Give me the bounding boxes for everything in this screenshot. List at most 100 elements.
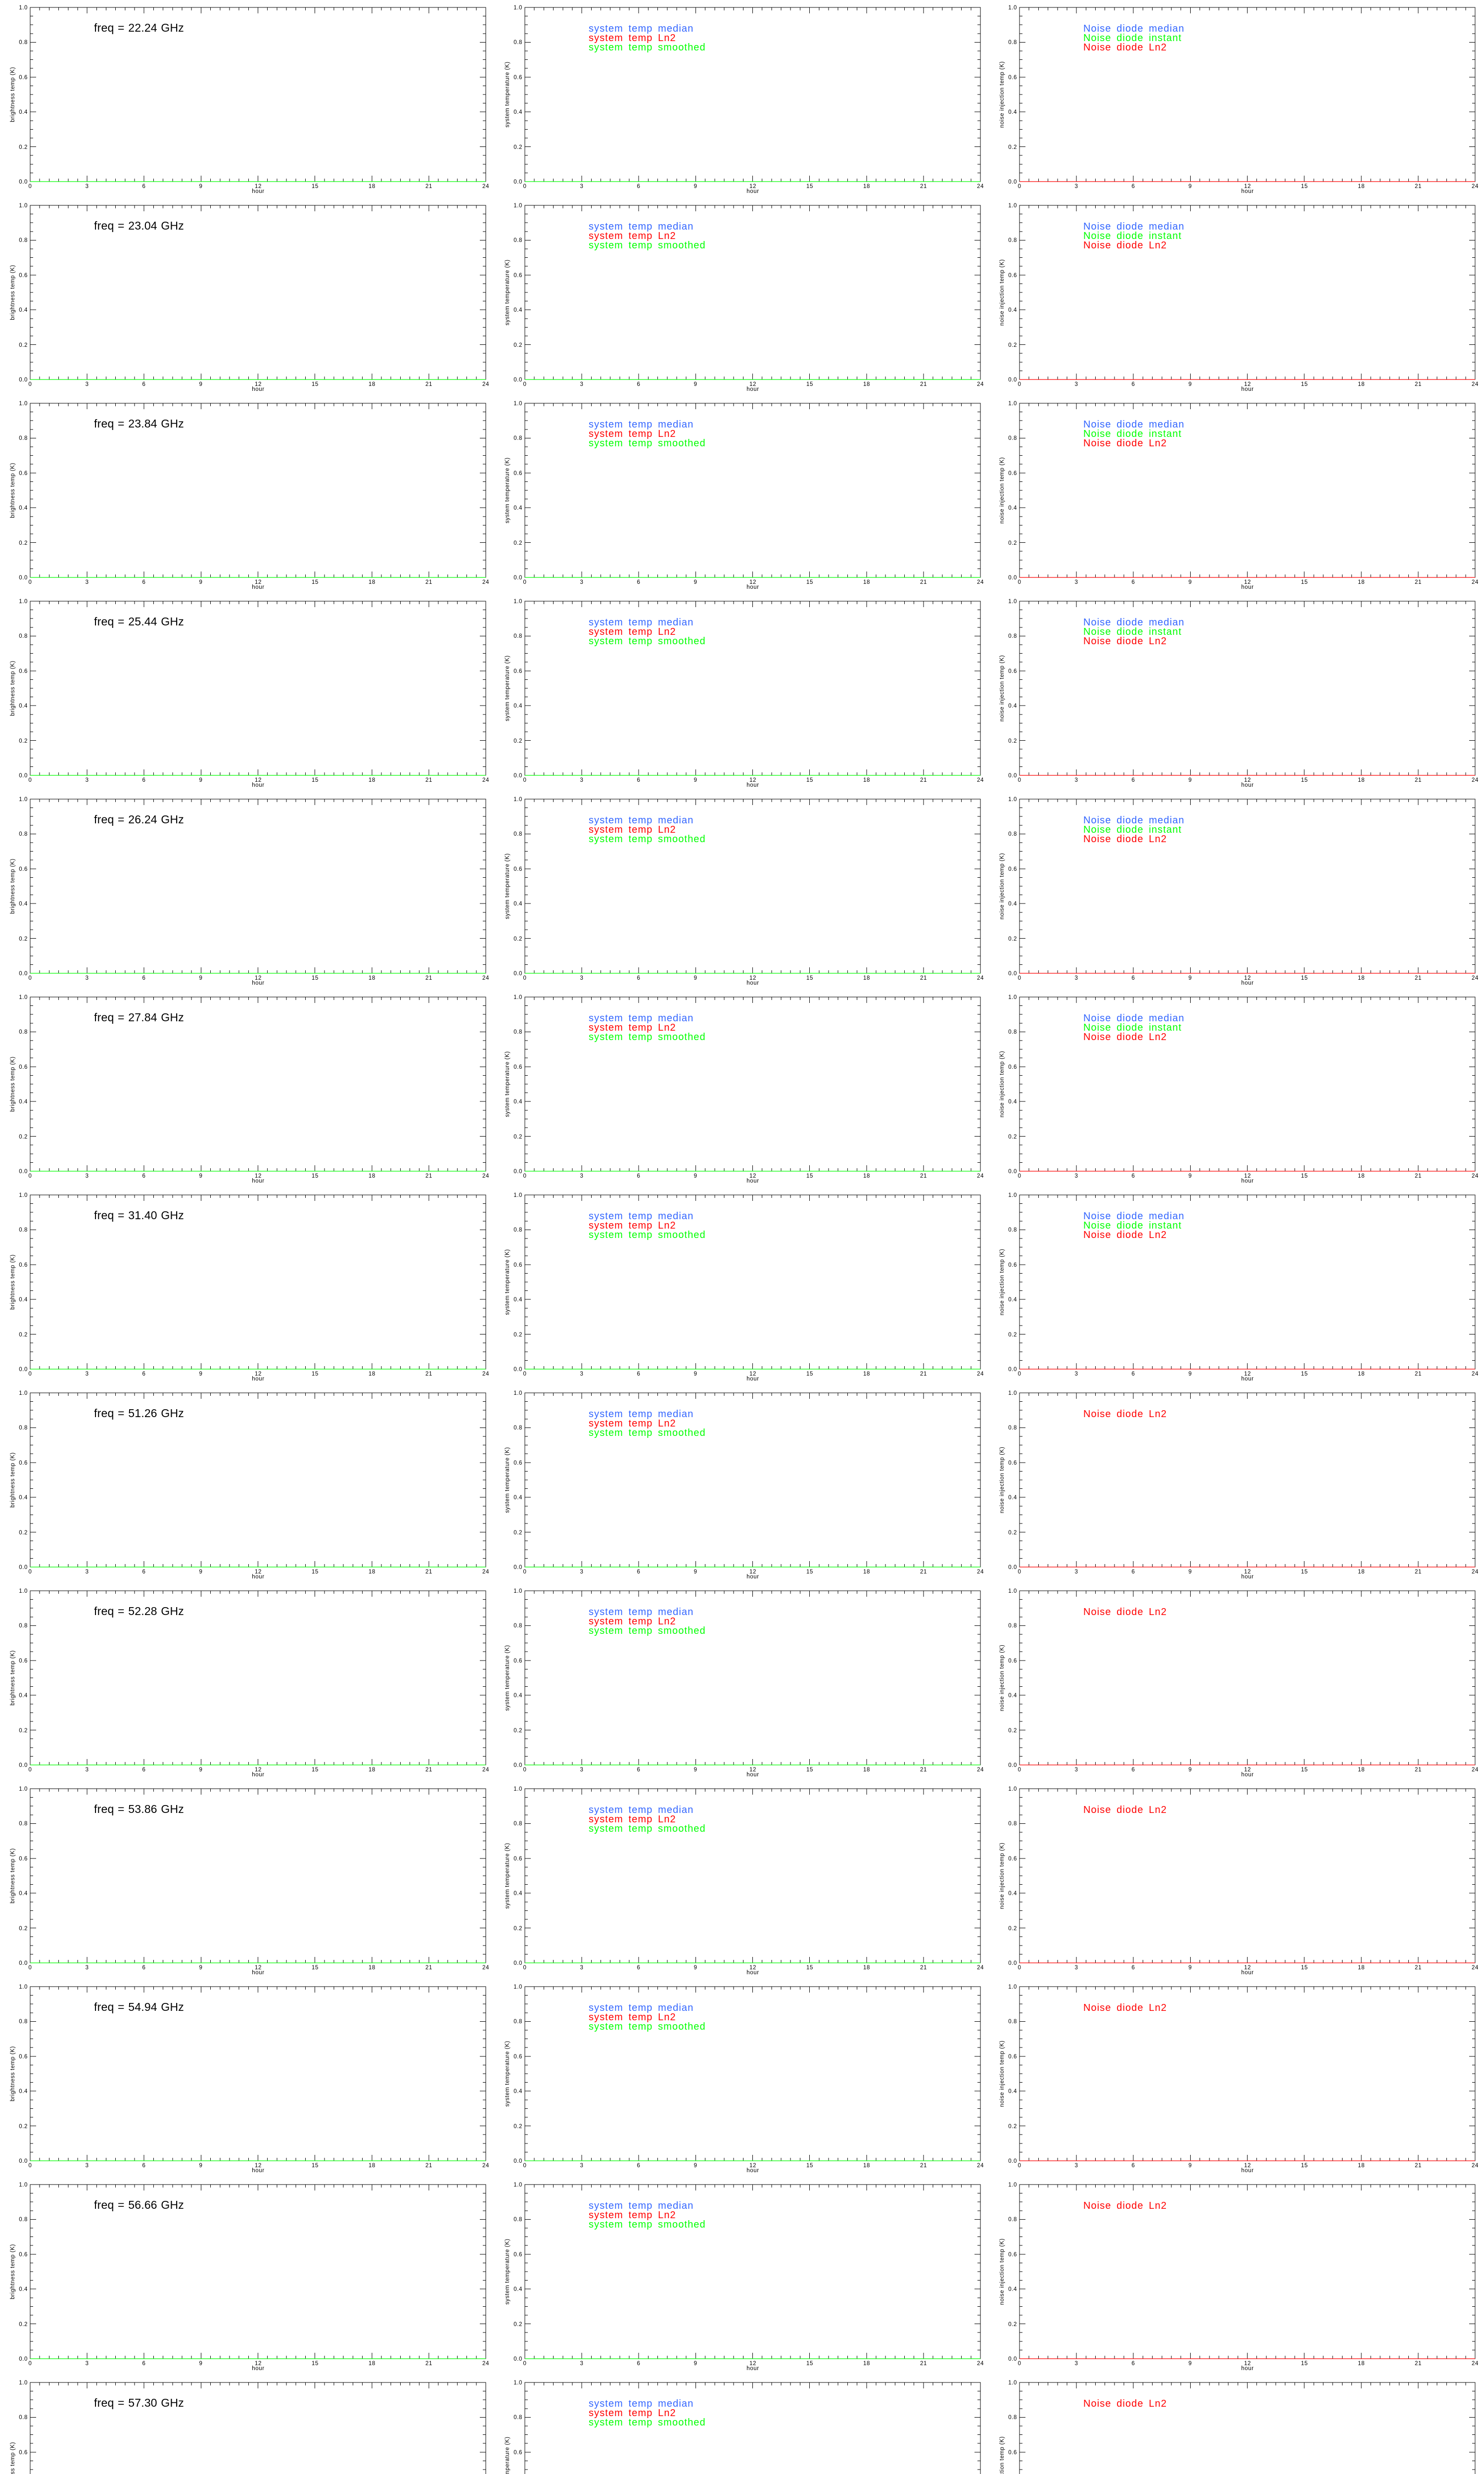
svg-text:24: 24 (1472, 1569, 1479, 1575)
svg-text:system temp median: system temp median (589, 1409, 694, 1420)
svg-text:6: 6 (1132, 975, 1135, 981)
svg-text:hour: hour (1241, 1178, 1253, 1184)
svg-text:0.6: 0.6 (513, 2450, 522, 2456)
svg-text:15: 15 (806, 2163, 813, 2169)
svg-text:9: 9 (1189, 777, 1192, 783)
svg-text:9: 9 (1189, 1767, 1192, 1773)
svg-text:0.0: 0.0 (513, 2356, 522, 2362)
svg-text:0.0: 0.0 (19, 575, 28, 581)
svg-text:brightness temp (K): brightness temp (K) (10, 265, 16, 320)
svg-text:Noise diode Ln2: Noise diode Ln2 (1083, 438, 1167, 449)
svg-text:12: 12 (749, 1767, 756, 1773)
svg-text:9: 9 (199, 184, 203, 190)
svg-text:0.8: 0.8 (513, 633, 522, 639)
svg-text:9: 9 (1189, 975, 1192, 981)
svg-text:0: 0 (1018, 184, 1021, 190)
svg-text:0: 0 (29, 184, 32, 190)
svg-text:Noise diode Ln2: Noise diode Ln2 (1083, 1607, 1167, 1618)
svg-text:0: 0 (29, 381, 32, 387)
svg-text:system temp smoothed: system temp smoothed (589, 834, 706, 845)
svg-text:Noise diode Ln2: Noise diode Ln2 (1083, 2200, 1167, 2211)
svg-text:0: 0 (29, 1767, 32, 1773)
svg-text:3: 3 (580, 381, 584, 387)
svg-text:9: 9 (694, 1767, 697, 1773)
svg-text:9: 9 (1189, 184, 1192, 190)
svg-text:0.8: 0.8 (1008, 1623, 1017, 1629)
svg-text:Noise diode instant: Noise diode instant (1083, 824, 1182, 835)
svg-text:0.2: 0.2 (19, 738, 28, 744)
svg-text:24: 24 (482, 1371, 489, 1377)
svg-text:system temp Ln2: system temp Ln2 (589, 824, 676, 835)
svg-text:18: 18 (369, 2361, 375, 2367)
svg-text:brightness temp (K): brightness temp (K) (10, 1056, 16, 1112)
svg-text:9: 9 (199, 381, 203, 387)
svg-text:system temperature (K): system temperature (K) (505, 853, 510, 919)
svg-text:9: 9 (199, 1173, 203, 1179)
svg-text:0.6: 0.6 (19, 2054, 28, 2060)
svg-text:system temperature (K): system temperature (K) (505, 1447, 510, 1513)
svg-text:1.0: 1.0 (1008, 2182, 1017, 2188)
svg-text:1.0: 1.0 (513, 797, 522, 803)
svg-text:0.4: 0.4 (513, 703, 522, 709)
svg-text:hour: hour (252, 2168, 264, 2174)
svg-text:6: 6 (142, 1767, 146, 1773)
svg-text:1.0: 1.0 (513, 2380, 522, 2386)
svg-text:15: 15 (806, 1569, 813, 1575)
svg-text:3: 3 (1075, 1767, 1078, 1773)
svg-text:24: 24 (482, 1173, 489, 1179)
svg-text:3: 3 (86, 2361, 89, 2367)
svg-text:system temp Ln2: system temp Ln2 (589, 1220, 676, 1231)
svg-text:0.6: 0.6 (19, 1262, 28, 1268)
svg-text:0.2: 0.2 (19, 1926, 28, 1932)
svg-text:0.6: 0.6 (19, 1856, 28, 1862)
svg-text:0.8: 0.8 (19, 435, 28, 441)
svg-text:0: 0 (1018, 1173, 1021, 1179)
svg-text:1.0: 1.0 (19, 797, 28, 803)
svg-text:0.2: 0.2 (19, 1728, 28, 1734)
svg-text:0.4: 0.4 (513, 1297, 522, 1303)
svg-text:0.8: 0.8 (19, 1821, 28, 1827)
svg-text:system temp median: system temp median (589, 617, 694, 628)
svg-text:12: 12 (749, 579, 756, 585)
svg-text:system temp smoothed: system temp smoothed (589, 240, 706, 251)
svg-text:0.6: 0.6 (1008, 1856, 1017, 1862)
svg-text:9: 9 (694, 975, 697, 981)
svg-text:Noise diode median: Noise diode median (1083, 221, 1185, 232)
svg-text:0: 0 (1018, 1371, 1021, 1377)
svg-text:Noise diode median: Noise diode median (1083, 815, 1185, 826)
svg-text:0.6: 0.6 (19, 2450, 28, 2456)
svg-text:hour: hour (252, 1376, 264, 1382)
svg-text:3: 3 (86, 1767, 89, 1773)
svg-text:system temp Ln2: system temp Ln2 (589, 626, 676, 637)
svg-text:15: 15 (312, 381, 319, 387)
svg-text:system temp median: system temp median (589, 2398, 694, 2409)
svg-text:system temp Ln2: system temp Ln2 (589, 33, 676, 44)
svg-text:0.4: 0.4 (1008, 1495, 1017, 1501)
svg-text:freq = 56.66 GHz: freq = 56.66 GHz (94, 2198, 184, 2211)
svg-text:0.2: 0.2 (1008, 1728, 1017, 1734)
svg-text:15: 15 (312, 2361, 319, 2367)
svg-text:0.4: 0.4 (513, 1099, 522, 1105)
svg-text:freq = 23.04 GHz: freq = 23.04 GHz (94, 219, 184, 232)
svg-text:0.0: 0.0 (19, 1367, 28, 1373)
svg-text:0.4: 0.4 (1008, 703, 1017, 709)
svg-text:1.0: 1.0 (513, 2182, 522, 2188)
svg-text:system temp smoothed: system temp smoothed (589, 2021, 706, 2032)
svg-text:15: 15 (312, 777, 319, 783)
svg-text:freq = 22.24 GHz: freq = 22.24 GHz (94, 21, 184, 34)
svg-text:0: 0 (523, 1173, 527, 1179)
svg-text:brightness temp (K): brightness temp (K) (10, 661, 16, 716)
svg-text:0.2: 0.2 (1008, 738, 1017, 744)
svg-text:brightness temp (K): brightness temp (K) (10, 1452, 16, 1508)
svg-text:0: 0 (1018, 1767, 1021, 1773)
svg-text:12: 12 (255, 975, 262, 981)
svg-text:0.2: 0.2 (19, 2322, 28, 2328)
svg-text:system temp median: system temp median (589, 1211, 694, 1222)
svg-text:0.8: 0.8 (19, 831, 28, 837)
svg-text:hour: hour (1241, 782, 1253, 788)
svg-text:0.0: 0.0 (19, 1169, 28, 1175)
svg-text:15: 15 (312, 1767, 319, 1773)
svg-text:3: 3 (580, 1767, 584, 1773)
svg-text:9: 9 (199, 2163, 203, 2169)
svg-text:12: 12 (1244, 1569, 1251, 1575)
